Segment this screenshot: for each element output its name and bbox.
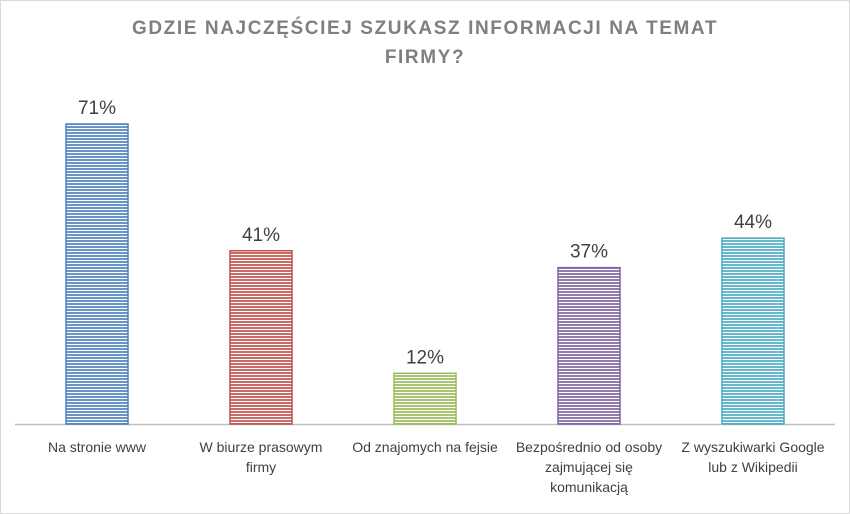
data-label: 12% (406, 347, 444, 368)
category-label: W biurze prasowym firmy (199, 439, 323, 475)
data-label: 71% (78, 98, 116, 119)
bar-4 (721, 237, 785, 425)
chart-title: GDZIE NAJCZĘŚCIEJ SZUKASZ INFORMACJI NA … (131, 18, 719, 68)
data-label: 41% (242, 225, 280, 246)
bar-2 (393, 372, 457, 425)
category-label: Z wyszukiwarki Google lub z Wikipedii (681, 439, 825, 475)
data-label: 44% (734, 212, 772, 233)
bar-3 (557, 266, 621, 425)
bar-1 (229, 250, 293, 425)
category-label: Od znajomych na fejsie (352, 439, 498, 455)
category-label: Bezpośrednio od osoby zajmującej się kom… (515, 439, 663, 495)
data-label: 37% (570, 242, 608, 263)
category-label: Na stronie www (47, 439, 147, 455)
bar-0 (65, 123, 129, 425)
